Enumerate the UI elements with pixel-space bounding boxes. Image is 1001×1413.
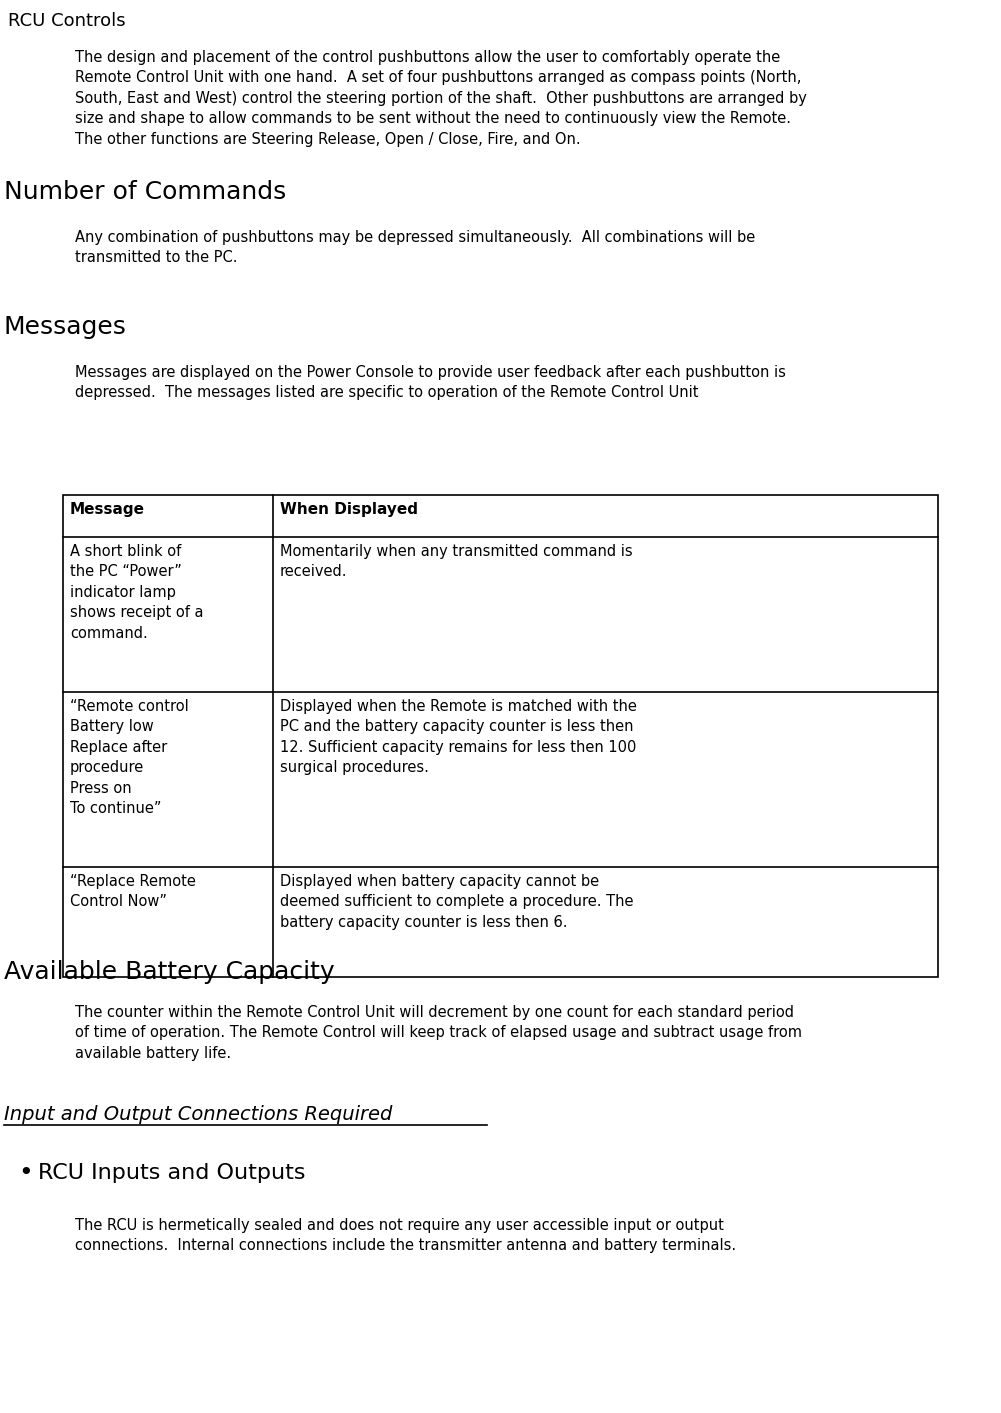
Text: “Replace Remote
Control Now”: “Replace Remote Control Now” [70,875,196,910]
Text: “Remote control
Battery low
Replace after
procedure
Press on
To continue”: “Remote control Battery low Replace afte… [70,699,189,815]
Text: Displayed when the Remote is matched with the
PC and the battery capacity counte: Displayed when the Remote is matched wit… [280,699,637,776]
Text: Displayed when battery capacity cannot be
deemed sufficient to complete a proced: Displayed when battery capacity cannot b… [280,875,634,930]
Text: RCU Inputs and Outputs: RCU Inputs and Outputs [38,1163,305,1183]
Text: The design and placement of the control pushbuttons allow the user to comfortabl: The design and placement of the control … [75,49,807,147]
Text: The counter within the Remote Control Unit will decrement by one count for each : The counter within the Remote Control Un… [75,1005,802,1061]
Text: •: • [18,1161,33,1186]
Text: Messages are displayed on the Power Console to provide user feedback after each : Messages are displayed on the Power Cons… [75,365,786,400]
Text: RCU Controls: RCU Controls [8,11,125,30]
Bar [63,495,938,976]
Text: Momentarily when any transmitted command is
received.: Momentarily when any transmitted command… [280,544,633,579]
Text: The RCU is hermetically sealed and does not require any user accessible input or: The RCU is hermetically sealed and does … [75,1218,736,1253]
Text: Input and Output Connections Required: Input and Output Connections Required [4,1105,392,1123]
Text: Available Battery Capacity: Available Battery Capacity [4,959,334,983]
Text: When Displayed: When Displayed [280,502,418,517]
Text: Messages: Messages [4,315,127,339]
Text: A short blink of
the PC “Power”
indicator lamp
shows receipt of a
command.: A short blink of the PC “Power” indicato… [70,544,203,640]
Text: Number of Commands: Number of Commands [4,179,286,203]
Text: Message: Message [70,502,145,517]
Text: Any combination of pushbuttons may be depressed simultaneously.  All combination: Any combination of pushbuttons may be de… [75,230,755,266]
